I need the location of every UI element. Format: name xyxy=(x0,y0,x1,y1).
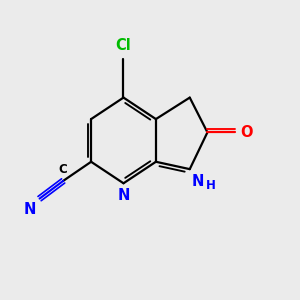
Text: H: H xyxy=(206,179,216,192)
Text: C: C xyxy=(59,163,68,176)
Text: O: O xyxy=(241,125,253,140)
Text: Cl: Cl xyxy=(116,38,131,53)
Text: N: N xyxy=(192,174,205,189)
Text: N: N xyxy=(117,188,130,203)
Text: N: N xyxy=(24,202,36,217)
